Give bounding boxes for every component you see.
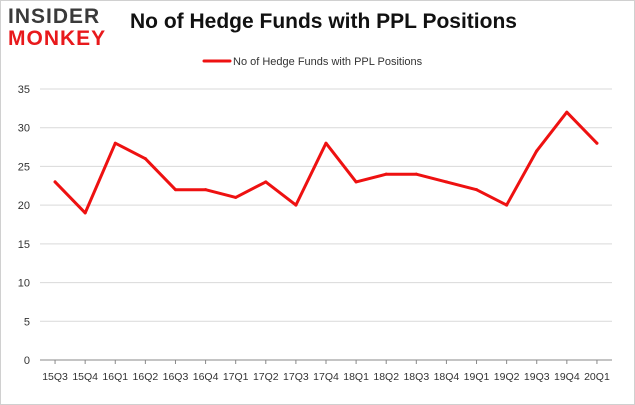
data-point [143, 157, 147, 161]
data-point [83, 211, 87, 215]
x-tick-label: 16Q1 [102, 371, 128, 383]
y-tick-label: 5 [24, 316, 30, 328]
x-tick-label: 19Q4 [554, 371, 580, 383]
x-tick-label: 18Q4 [434, 371, 460, 383]
logo-line-2: MONKEY [8, 27, 107, 50]
data-point [475, 188, 479, 192]
data-point [204, 188, 208, 192]
x-tick-label: 17Q3 [283, 371, 309, 383]
data-point [535, 149, 539, 153]
x-tick-label: 19Q1 [464, 371, 490, 383]
y-tick-label: 35 [18, 84, 30, 96]
insider-monkey-logo: INSIDER MONKEY [8, 6, 114, 52]
data-point [294, 203, 298, 207]
x-tick-label: 17Q4 [313, 371, 339, 383]
y-tick-label: 25 [18, 161, 30, 173]
y-tick-label: 20 [18, 200, 30, 212]
x-tick-label: 15Q4 [72, 371, 98, 383]
x-tick-label: 17Q1 [223, 371, 249, 383]
x-tick-label: 18Q2 [373, 371, 399, 383]
data-point [173, 188, 177, 192]
data-point [565, 110, 569, 114]
data-point [595, 141, 599, 145]
x-tick-label: 18Q3 [403, 371, 429, 383]
data-point [354, 180, 358, 184]
x-tick-label: 18Q1 [343, 371, 369, 383]
data-point [414, 172, 418, 176]
data-point [264, 180, 268, 184]
chart-title: No of Hedge Funds with PPL Positions [130, 10, 517, 33]
data-point [324, 141, 328, 145]
x-tick-label: 19Q3 [524, 371, 550, 383]
x-tick-label: 19Q2 [494, 371, 520, 383]
x-tick-label: 20Q1 [584, 371, 610, 383]
y-tick-label: 10 [18, 278, 30, 290]
logo-line-1: INSIDER [8, 5, 101, 28]
legend-label: No of Hedge Funds with PPL Positions [233, 56, 423, 68]
x-tick-label: 16Q3 [163, 371, 189, 383]
y-tick-label: 0 [24, 355, 30, 367]
data-point [444, 180, 448, 184]
x-tick-label: 16Q2 [133, 371, 159, 383]
x-tick-label: 15Q3 [42, 371, 68, 383]
data-point [384, 172, 388, 176]
x-tick-label: 16Q4 [193, 371, 219, 383]
data-point [53, 180, 57, 184]
data-point [113, 141, 117, 145]
y-tick-label: 15 [18, 239, 30, 251]
x-tick-label: 17Q2 [253, 371, 279, 383]
data-point [505, 203, 509, 207]
data-point [234, 195, 238, 199]
y-tick-label: 30 [18, 123, 30, 135]
